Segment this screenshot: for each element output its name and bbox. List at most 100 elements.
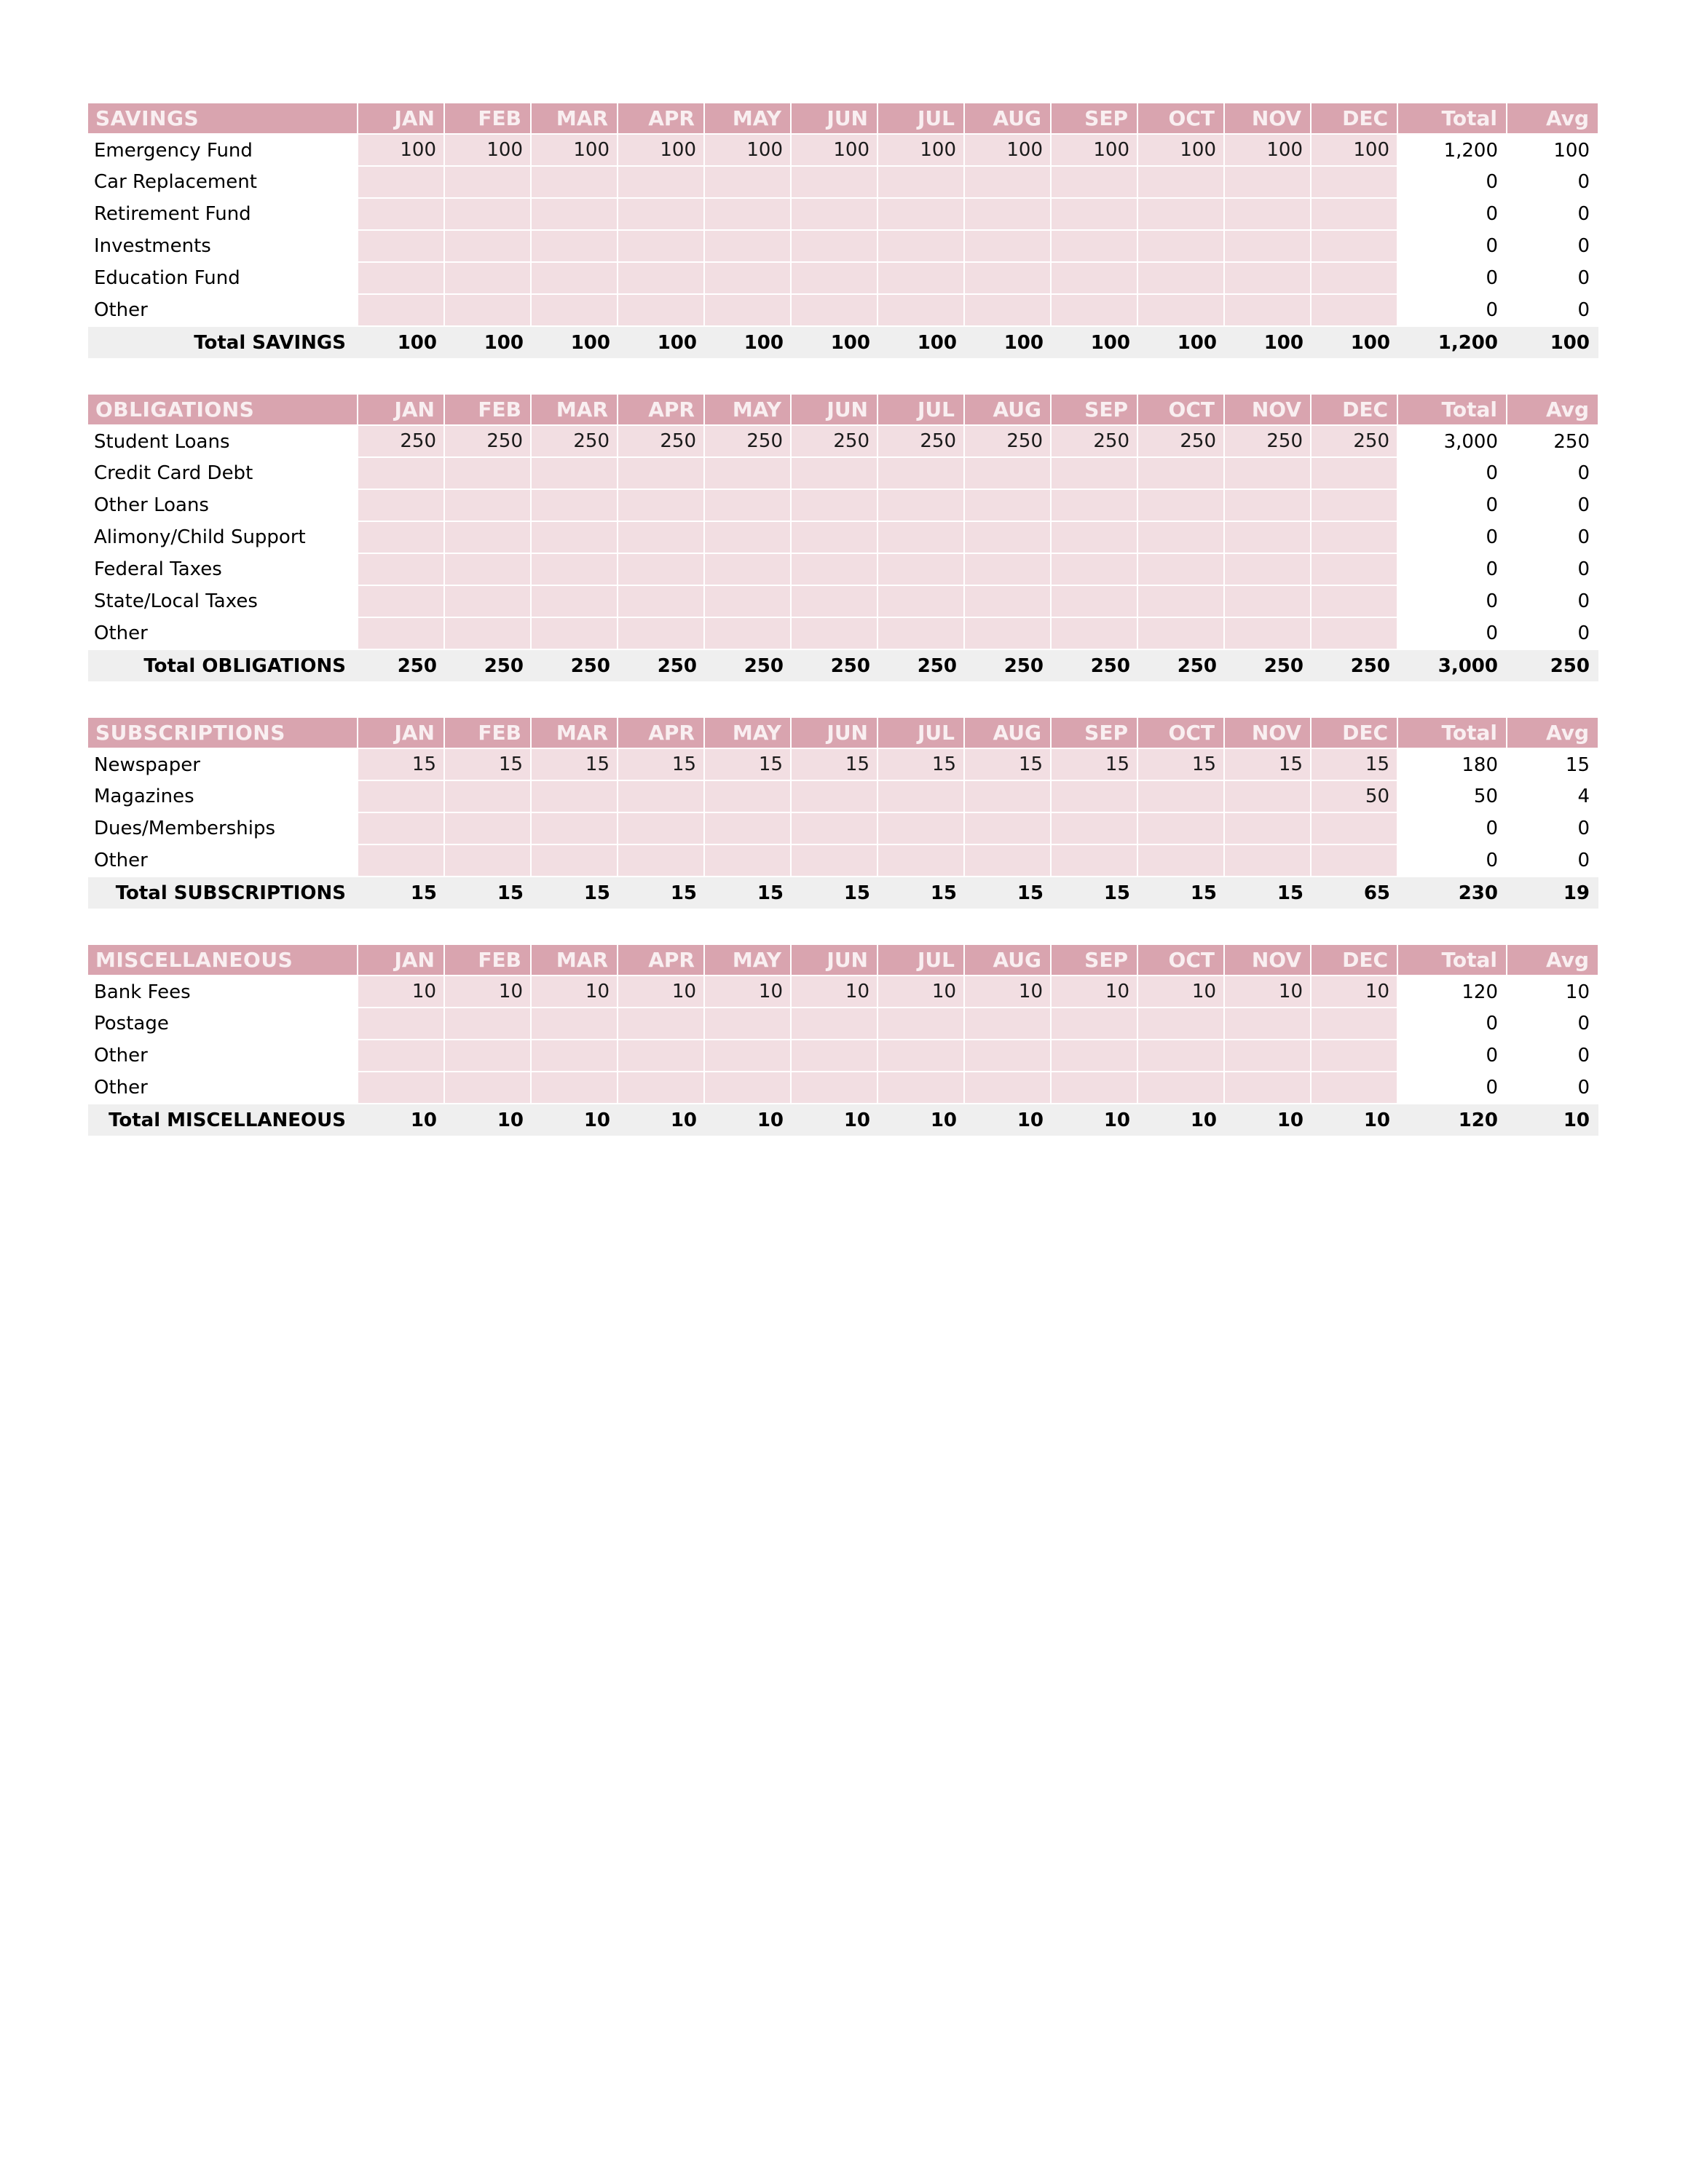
value-cell-dec[interactable] (1310, 553, 1398, 586)
value-cell-aug[interactable] (963, 488, 1052, 522)
value-cell-sep[interactable] (1050, 1039, 1138, 1072)
value-cell-dec[interactable]: 15 (1310, 748, 1398, 781)
value-cell-dec[interactable]: 250 (1310, 424, 1398, 458)
value-cell-sep[interactable]: 15 (1050, 748, 1138, 781)
value-cell-may[interactable] (703, 1071, 792, 1104)
value-cell-oct[interactable] (1137, 456, 1225, 490)
value-cell-nov[interactable] (1223, 585, 1312, 618)
value-cell-mar[interactable] (530, 488, 618, 522)
value-cell-dec[interactable]: 10 (1310, 975, 1398, 1008)
value-cell-may[interactable]: 100 (703, 133, 792, 167)
value-cell-may[interactable] (703, 229, 792, 263)
value-cell-feb[interactable] (443, 585, 532, 618)
value-cell-feb[interactable] (443, 165, 532, 199)
value-cell-nov[interactable] (1223, 1039, 1312, 1072)
value-cell-jul[interactable] (877, 488, 965, 522)
value-cell-jul[interactable] (877, 553, 965, 586)
value-cell-jul[interactable] (877, 617, 965, 650)
value-cell-apr[interactable] (617, 521, 705, 554)
row-label[interactable]: Newspaper (88, 748, 358, 780)
row-label[interactable]: Education Fund (88, 262, 358, 294)
value-cell-aug[interactable] (963, 1007, 1052, 1040)
value-cell-oct[interactable]: 250 (1137, 424, 1225, 458)
value-cell-sep[interactable] (1050, 293, 1138, 327)
value-cell-jan[interactable]: 100 (357, 133, 445, 167)
value-cell-oct[interactable] (1137, 553, 1225, 586)
value-cell-jul[interactable] (877, 456, 965, 490)
value-cell-mar[interactable] (530, 229, 618, 263)
value-cell-sep[interactable]: 10 (1050, 975, 1138, 1008)
value-cell-oct[interactable] (1137, 229, 1225, 263)
value-cell-mar[interactable] (530, 1007, 618, 1040)
value-cell-oct[interactable] (1137, 1071, 1225, 1104)
value-cell-jun[interactable]: 10 (790, 975, 878, 1008)
row-label[interactable]: Credit Card Debt (88, 457, 358, 489)
value-cell-dec[interactable] (1310, 521, 1398, 554)
value-cell-feb[interactable] (443, 1071, 532, 1104)
value-cell-feb[interactable] (443, 521, 532, 554)
value-cell-dec[interactable] (1310, 1039, 1398, 1072)
value-cell-nov[interactable] (1223, 617, 1312, 650)
value-cell-apr[interactable]: 100 (617, 133, 705, 167)
value-cell-sep[interactable] (1050, 1071, 1138, 1104)
value-cell-oct[interactable] (1137, 1007, 1225, 1040)
value-cell-sep[interactable] (1050, 844, 1138, 877)
value-cell-nov[interactable] (1223, 197, 1312, 231)
value-cell-oct[interactable] (1137, 293, 1225, 327)
row-label[interactable]: Other (88, 294, 358, 326)
value-cell-dec[interactable] (1310, 293, 1398, 327)
value-cell-may[interactable] (703, 456, 792, 490)
value-cell-aug[interactable] (963, 1071, 1052, 1104)
value-cell-jun[interactable] (790, 1071, 878, 1104)
value-cell-nov[interactable] (1223, 553, 1312, 586)
value-cell-jul[interactable] (877, 293, 965, 327)
value-cell-aug[interactable]: 100 (963, 133, 1052, 167)
value-cell-apr[interactable] (617, 1039, 705, 1072)
value-cell-sep[interactable] (1050, 521, 1138, 554)
row-label[interactable]: Other Loans (88, 489, 358, 521)
value-cell-apr[interactable] (617, 553, 705, 586)
value-cell-jun[interactable] (790, 229, 878, 263)
value-cell-mar[interactable] (530, 844, 618, 877)
value-cell-jun[interactable] (790, 844, 878, 877)
value-cell-jan[interactable] (357, 780, 445, 813)
value-cell-mar[interactable] (530, 197, 618, 231)
value-cell-nov[interactable] (1223, 812, 1312, 845)
value-cell-feb[interactable] (443, 197, 532, 231)
value-cell-jun[interactable] (790, 261, 878, 295)
value-cell-jun[interactable] (790, 456, 878, 490)
value-cell-mar[interactable] (530, 261, 618, 295)
value-cell-mar[interactable]: 15 (530, 748, 618, 781)
value-cell-sep[interactable] (1050, 553, 1138, 586)
value-cell-jun[interactable]: 15 (790, 748, 878, 781)
value-cell-sep[interactable] (1050, 488, 1138, 522)
value-cell-aug[interactable] (963, 617, 1052, 650)
value-cell-nov[interactable] (1223, 844, 1312, 877)
value-cell-apr[interactable] (617, 165, 705, 199)
row-label[interactable]: Postage (88, 1008, 358, 1040)
value-cell-nov[interactable] (1223, 521, 1312, 554)
value-cell-oct[interactable] (1137, 812, 1225, 845)
row-label[interactable]: Retirement Fund (88, 198, 358, 230)
value-cell-feb[interactable] (443, 456, 532, 490)
value-cell-nov[interactable]: 10 (1223, 975, 1312, 1008)
value-cell-jan[interactable] (357, 261, 445, 295)
value-cell-may[interactable]: 15 (703, 748, 792, 781)
value-cell-may[interactable] (703, 1007, 792, 1040)
value-cell-jun[interactable] (790, 197, 878, 231)
value-cell-may[interactable] (703, 197, 792, 231)
value-cell-jun[interactable] (790, 521, 878, 554)
value-cell-may[interactable] (703, 844, 792, 877)
value-cell-may[interactable]: 250 (703, 424, 792, 458)
value-cell-sep[interactable] (1050, 812, 1138, 845)
value-cell-dec[interactable] (1310, 585, 1398, 618)
value-cell-jun[interactable] (790, 812, 878, 845)
value-cell-dec[interactable] (1310, 844, 1398, 877)
value-cell-jul[interactable]: 15 (877, 748, 965, 781)
value-cell-jan[interactable] (357, 229, 445, 263)
value-cell-jul[interactable] (877, 197, 965, 231)
value-cell-apr[interactable]: 10 (617, 975, 705, 1008)
value-cell-jul[interactable]: 10 (877, 975, 965, 1008)
value-cell-feb[interactable]: 100 (443, 133, 532, 167)
value-cell-jun[interactable] (790, 1007, 878, 1040)
